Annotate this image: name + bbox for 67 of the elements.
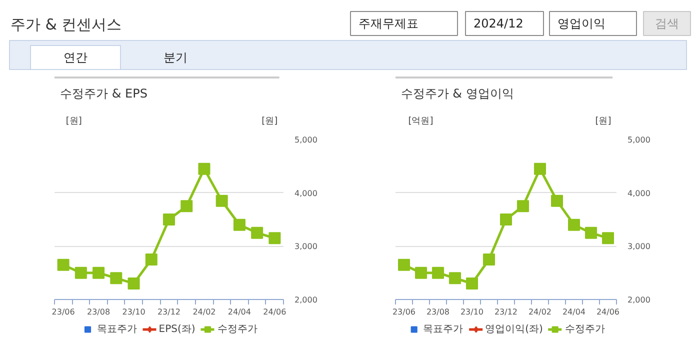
x-tick-label: 24/06 xyxy=(596,308,620,316)
point xyxy=(251,226,264,239)
legend-label: 수정주가 xyxy=(564,323,605,336)
point xyxy=(110,272,122,284)
point xyxy=(415,266,427,279)
point xyxy=(128,278,140,290)
y2-tick-label: 3,000 xyxy=(294,242,318,252)
text: 분기 xyxy=(164,50,188,64)
y2-tick-label: 5,000 xyxy=(628,136,650,144)
y2-tick-label: 2,000 xyxy=(294,296,318,304)
point xyxy=(198,162,210,175)
point xyxy=(163,214,175,226)
point xyxy=(57,258,70,271)
y2-axis-title: [원] xyxy=(262,116,278,126)
y2-tick-label: 4,000 xyxy=(628,188,650,198)
y2-tick-label: 4,000 xyxy=(294,188,318,198)
x-tick-label: 23/12 xyxy=(494,308,518,316)
point xyxy=(180,200,193,212)
point xyxy=(233,218,246,231)
point xyxy=(568,218,580,231)
point xyxy=(500,214,512,226)
y2-axis-title: [원] xyxy=(595,116,612,126)
text: 주가 & 컨센서스 xyxy=(10,16,122,34)
x-tick-label: 23/08 xyxy=(87,308,110,316)
x-tick-label: 24/06 xyxy=(263,308,286,316)
point xyxy=(449,272,461,284)
x-tick-label: 24/02 xyxy=(192,308,216,316)
legend-label: 수정주가 xyxy=(217,323,258,336)
point xyxy=(585,226,597,239)
point xyxy=(74,266,87,279)
x-tick-label: 23/06 xyxy=(392,308,416,316)
x-tick-label: 24/04 xyxy=(228,308,251,316)
legend-label: 영업이익(좌) xyxy=(485,323,543,336)
y-axis-title: [원] xyxy=(66,116,82,126)
text: 2024/12 xyxy=(474,16,524,30)
point xyxy=(551,194,563,207)
x-tick-label: 23/08 xyxy=(426,308,450,316)
point xyxy=(534,162,546,175)
legend-label: 목표주가 xyxy=(96,323,137,336)
x-tick-label: 23/10 xyxy=(122,308,146,316)
y2-tick-label: 3,000 xyxy=(628,242,650,252)
point xyxy=(466,278,478,290)
text: 연간 xyxy=(64,50,88,64)
point xyxy=(602,232,614,244)
text: 영업이익 xyxy=(558,16,606,30)
text: 주재무제표 xyxy=(358,16,418,30)
point xyxy=(92,266,105,279)
y2-tick-label: 5,000 xyxy=(294,136,318,144)
point xyxy=(517,200,529,212)
y2-tick-label: 2,000 xyxy=(628,296,650,304)
legend-label: EPS(좌) xyxy=(158,323,196,336)
point xyxy=(268,232,281,244)
point xyxy=(216,194,228,207)
point xyxy=(432,266,444,279)
x-tick-label: 23/12 xyxy=(157,308,181,316)
y-axis-title: [억원] xyxy=(408,116,434,126)
chart-title: 수정주가 & 영업이익 xyxy=(400,86,514,100)
point xyxy=(483,254,495,266)
point xyxy=(398,258,410,271)
x-tick-label: 23/10 xyxy=(460,308,484,316)
x-tick-label: 24/04 xyxy=(562,308,586,316)
x-tick-label: 23/06 xyxy=(52,308,75,316)
chart-title: 수정주가 & EPS xyxy=(60,86,148,100)
x-tick-label: 24/02 xyxy=(528,308,552,316)
legend-label: 목표주가 xyxy=(423,323,464,336)
text: 검색 xyxy=(655,16,679,30)
point xyxy=(145,254,158,266)
